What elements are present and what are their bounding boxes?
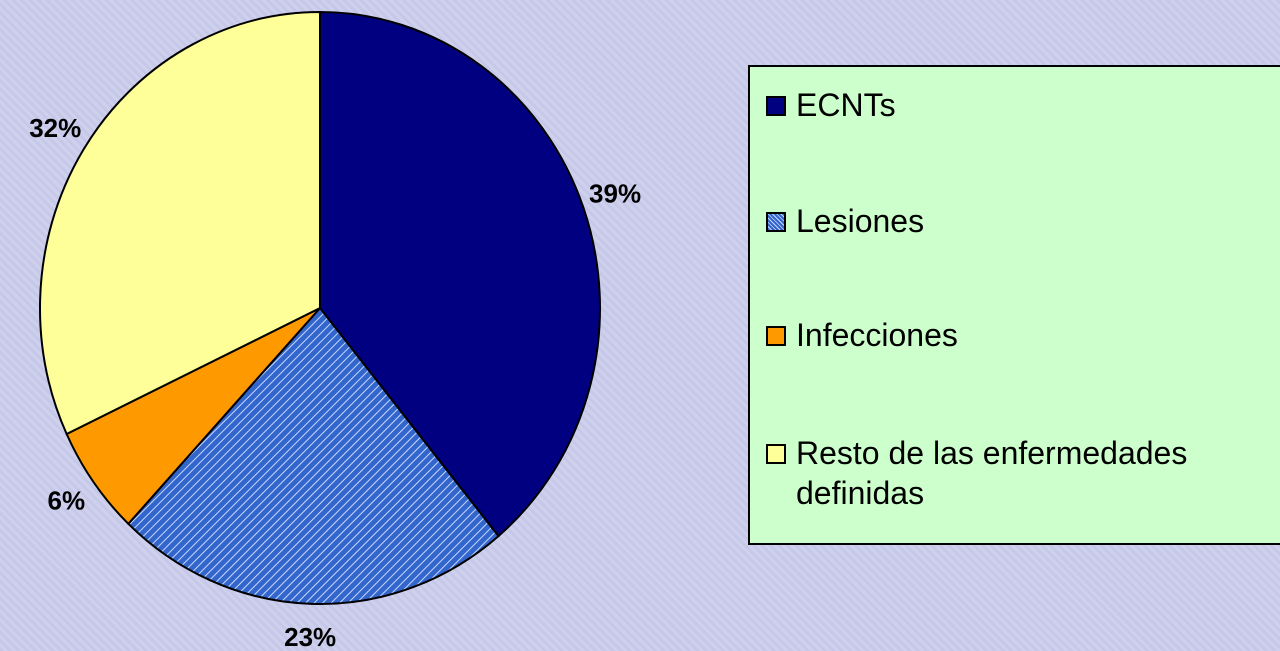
data-label: 23% (284, 622, 336, 651)
legend-swatch (766, 212, 786, 232)
legend-swatch (766, 96, 786, 116)
legend-item: Resto de las enfermedades definidas (766, 433, 1266, 513)
legend-item: Lesiones (766, 201, 1266, 241)
chart: 39% 23% 6% 32% (29, 10, 641, 651)
legend-label: Infecciones (796, 317, 958, 353)
legend-swatch (766, 326, 786, 346)
legend-label: Lesiones (796, 203, 925, 239)
legend-item: Infecciones (766, 315, 1266, 355)
legend-swatch (766, 444, 786, 464)
legend-label: ECNTs (796, 87, 896, 123)
legend: ECNTs Lesiones Infecciones Resto de las enf… (748, 65, 1280, 545)
pie-slice (126, 306, 500, 605)
data-label: 39% (589, 179, 641, 209)
legend-label: Resto de las enfermedades definidas (796, 435, 1188, 511)
pie-slice (39, 10, 321, 436)
legend-item: ECNTs (766, 85, 1266, 125)
data-label: 6% (48, 486, 86, 516)
pie-slice (319, 10, 601, 538)
data-label: 32% (29, 113, 81, 143)
